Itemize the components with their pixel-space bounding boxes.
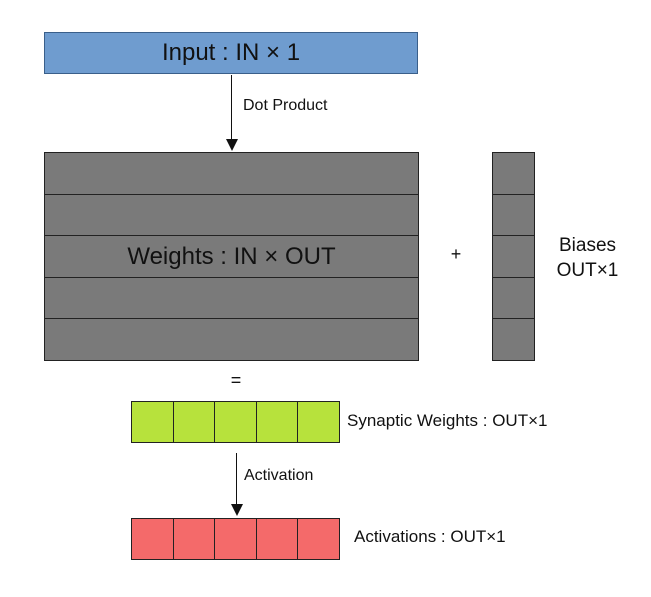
activation-arrow-line	[236, 453, 237, 505]
activation-cell	[174, 519, 216, 559]
input-label: Input : IN × 1	[161, 39, 301, 66]
input-vector-box: Input : IN × 1	[44, 32, 418, 74]
weights-row	[45, 278, 418, 320]
weights-matrix	[44, 152, 419, 361]
biases-column	[492, 152, 535, 361]
synaptic-cell	[215, 402, 257, 442]
activation-cell	[215, 519, 257, 559]
dot-product-label: Dot Product	[243, 97, 328, 114]
synaptic-weights-label: Synaptic Weights : OUT×1	[347, 411, 548, 430]
activation-cell	[132, 519, 174, 559]
equals-operator: =	[230, 370, 242, 390]
synaptic-cell	[257, 402, 299, 442]
weights-row	[45, 153, 418, 195]
biases-label-shape: OUT×1	[556, 260, 619, 281]
bias-cell	[493, 195, 534, 237]
activation-arrow-head	[231, 504, 243, 516]
dot-product-arrow-head	[226, 139, 238, 151]
activations-vector	[131, 518, 340, 560]
activations-label: Activations : OUT×1	[354, 527, 506, 546]
bias-cell	[493, 236, 534, 278]
biases-label-title: Biases	[558, 235, 617, 256]
activation-cell	[298, 519, 339, 559]
biases-label: Biases OUT×1	[540, 233, 635, 283]
bias-cell	[493, 153, 534, 195]
synaptic-weights-vector	[131, 401, 340, 443]
activation-cell	[257, 519, 299, 559]
bias-cell	[493, 319, 534, 360]
weights-label-container: Weights : IN × OUT	[44, 236, 419, 278]
synaptic-cell	[174, 402, 216, 442]
synaptic-cell	[298, 402, 339, 442]
weights-row	[45, 195, 418, 237]
bias-cell	[493, 278, 534, 320]
activation-label: Activation	[244, 467, 314, 484]
weights-row	[45, 236, 418, 278]
plus-operator: +	[450, 244, 462, 264]
weights-label: Weights : IN × OUT	[127, 243, 336, 270]
weights-row	[45, 319, 418, 360]
dot-product-arrow-line	[231, 75, 232, 141]
synaptic-cell	[132, 402, 174, 442]
